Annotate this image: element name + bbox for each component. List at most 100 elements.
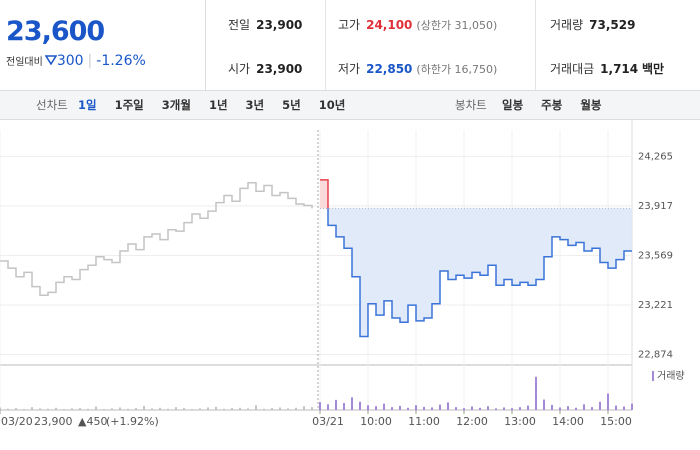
period-tab[interactable]: 5년 xyxy=(282,98,301,112)
volume-bar xyxy=(63,409,65,410)
stat-label: 시가 xyxy=(228,62,251,76)
volume-bar xyxy=(575,407,577,410)
y-tick-label: 23,221 xyxy=(638,300,673,311)
x-tick-label: 03/20 xyxy=(1,415,33,428)
down-icon xyxy=(44,55,58,66)
volume-bar xyxy=(295,407,297,410)
volume-bar xyxy=(559,407,561,410)
volume-bar xyxy=(391,407,393,410)
stat-label: 전일 xyxy=(228,18,251,32)
volume-bar xyxy=(471,406,473,410)
volume-bar xyxy=(79,408,81,410)
volume-bar xyxy=(119,407,121,410)
stat-value: 22,850 xyxy=(366,62,413,76)
volume-bar xyxy=(223,408,225,410)
footer-rate: (+1.92%) xyxy=(106,415,159,428)
stat-value: 1,714 xyxy=(600,62,639,76)
volume-bar xyxy=(375,406,377,410)
volume-bar xyxy=(487,406,489,410)
stat: 시가 23,900 xyxy=(228,60,302,77)
volume-bar xyxy=(551,404,553,410)
volume-bar xyxy=(519,407,521,410)
volume-bar xyxy=(183,408,185,410)
volume-bar xyxy=(167,408,169,410)
stat: 저가 22,850 (하한가 16,750) xyxy=(338,60,497,77)
volume-bar xyxy=(271,408,273,410)
volume-bar xyxy=(367,405,369,410)
x-tick-label: 15:00 xyxy=(600,415,632,428)
volume-bar xyxy=(447,402,449,410)
candle-tab[interactable]: 월봉 xyxy=(580,98,602,112)
volume-bar xyxy=(623,406,625,410)
volume-bar xyxy=(319,402,321,410)
period-tab[interactable]: 1년 xyxy=(208,98,228,112)
volume-bar xyxy=(95,406,97,410)
volume-bar xyxy=(135,408,137,410)
divider xyxy=(325,0,326,90)
volume-bar xyxy=(535,376,537,410)
change-rate: -1.26% xyxy=(96,53,146,69)
period-tab[interactable]: 1주일 xyxy=(114,98,144,112)
tab-group-label: 봉차트 xyxy=(455,98,487,112)
volume-bar xyxy=(423,406,425,410)
stat-label: 저가 xyxy=(338,62,361,76)
volume-bar xyxy=(327,404,329,410)
stat-label: 고가 xyxy=(338,18,361,32)
volume-bar xyxy=(583,404,585,410)
volume-bar xyxy=(511,408,513,410)
volume-bar xyxy=(303,406,305,410)
volume-bar xyxy=(479,407,481,410)
stat: 고가 24,100 (상한가 31,050) xyxy=(338,16,497,33)
volume-bar xyxy=(23,409,25,410)
x-tick-label: 11:00 xyxy=(408,415,440,428)
candle-tab[interactable]: 주봉 xyxy=(541,98,563,112)
candle-tab[interactable]: 일봉 xyxy=(502,98,524,112)
area-fill xyxy=(328,208,632,337)
stat-label: 거래대금 xyxy=(550,62,595,76)
summary: 23,600 전일대비 300 | -1.26% 전일 23,900 고가 24,100(… xyxy=(0,0,700,91)
x-tick-label: 03/21 xyxy=(312,415,344,428)
change-label: 전일대비 xyxy=(6,57,43,68)
volume-bar xyxy=(631,403,633,410)
x-tick-label: 14:00 xyxy=(552,415,584,428)
x-tick-label: 10:00 xyxy=(360,415,392,428)
period-tab[interactable]: 10년 xyxy=(318,98,346,112)
volume-bar xyxy=(215,406,217,410)
stat: 거래대금 1,714 백만 xyxy=(550,60,664,77)
price-box: 23,600 전일대비 300 | -1.26% xyxy=(0,0,206,90)
period-tab[interactable]: 3년 xyxy=(245,98,265,112)
volume-bar xyxy=(39,408,41,410)
stat-note: (상한가 31,050) xyxy=(416,19,498,32)
volume-bar xyxy=(351,397,353,410)
stat: 거래량 73,529 xyxy=(550,16,635,33)
volume-bar xyxy=(47,408,49,410)
stat-value: 73,529 xyxy=(589,18,636,32)
volume-bar xyxy=(455,407,457,410)
stat-label: 거래량 xyxy=(550,18,584,32)
volume-bar xyxy=(567,406,569,410)
period-tab[interactable]: 1일 xyxy=(78,98,97,112)
x-tick-label: 13:00 xyxy=(504,415,536,428)
volume-bar xyxy=(55,407,57,410)
volume-bar xyxy=(383,403,385,410)
volume-bar xyxy=(543,399,545,410)
volume-bar xyxy=(591,407,593,410)
change: 전일대비 300 | -1.26% xyxy=(6,53,146,69)
volume-bar xyxy=(71,408,73,410)
period-tab[interactable]: 3개월 xyxy=(161,98,191,112)
legend-label: 거래량 xyxy=(657,370,685,382)
stat-unit: 백만 xyxy=(641,62,665,76)
volume-bar xyxy=(279,407,281,410)
volume-bar xyxy=(599,401,601,410)
volume-bar xyxy=(231,408,233,410)
volume-bar xyxy=(159,407,161,410)
change-value: 300 xyxy=(56,53,84,69)
volume-bar xyxy=(463,408,465,410)
volume-bar xyxy=(503,407,505,410)
volume-bar xyxy=(407,407,409,410)
volume-bar xyxy=(0,407,1,410)
current-price: 23,600 xyxy=(6,16,105,47)
volume-bar xyxy=(31,407,33,410)
volume-bar xyxy=(343,403,345,410)
